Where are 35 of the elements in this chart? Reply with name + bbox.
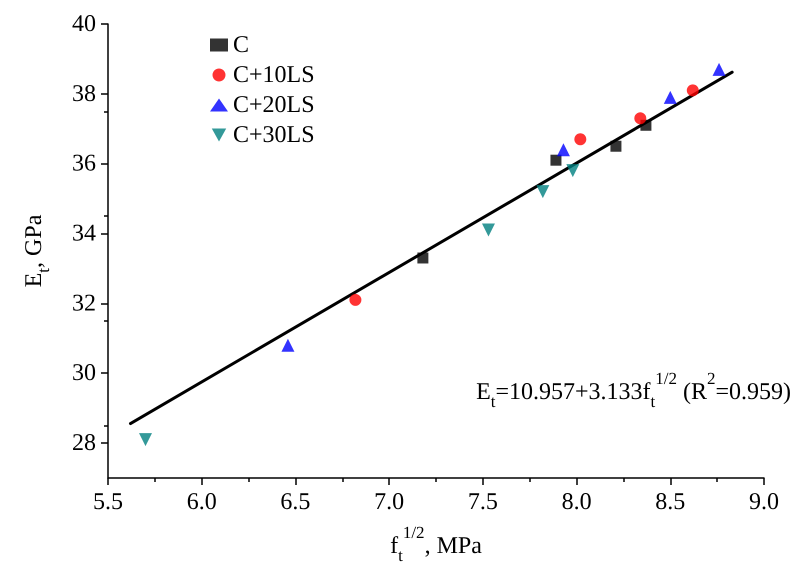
x-tick-label: 5.5	[93, 489, 123, 515]
point	[634, 112, 646, 124]
y-tick-label: 30	[72, 360, 96, 386]
point	[349, 294, 362, 306]
point	[686, 84, 699, 96]
point	[712, 62, 726, 76]
y-tick-label: 28	[72, 430, 96, 456]
point	[417, 252, 428, 264]
point	[574, 133, 586, 146]
x-tick-label: 8.5	[655, 489, 686, 515]
y-tick-label: 34	[72, 220, 96, 247]
x-tick-label: 9.0	[749, 489, 779, 515]
point	[610, 140, 622, 152]
point	[138, 433, 152, 446]
x-tick-label: 7.5	[468, 489, 498, 515]
point	[556, 143, 570, 156]
y-tick-label: 40	[72, 11, 96, 37]
legend-label: C+30LS	[233, 122, 315, 148]
point	[281, 338, 294, 352]
point	[550, 154, 562, 166]
point	[664, 90, 677, 104]
y-tick-label: 38	[72, 80, 96, 107]
x-tick-label: 6.5	[280, 489, 310, 515]
point	[566, 164, 580, 178]
legend-label: C+20LS	[233, 92, 315, 118]
x-tick-label: 6.0	[186, 489, 217, 515]
x-tick-label: 8.0	[562, 489, 592, 515]
legend-label: C	[233, 32, 250, 58]
y-axis-title: Et, GPa	[21, 214, 53, 288]
point	[482, 224, 495, 237]
point	[536, 185, 550, 198]
y-tick-label: 32	[72, 290, 96, 316]
y-tick-label: 36	[72, 150, 96, 177]
x-tick-label: 7.0	[374, 489, 404, 515]
legend-label: C+10LS	[233, 62, 315, 88]
